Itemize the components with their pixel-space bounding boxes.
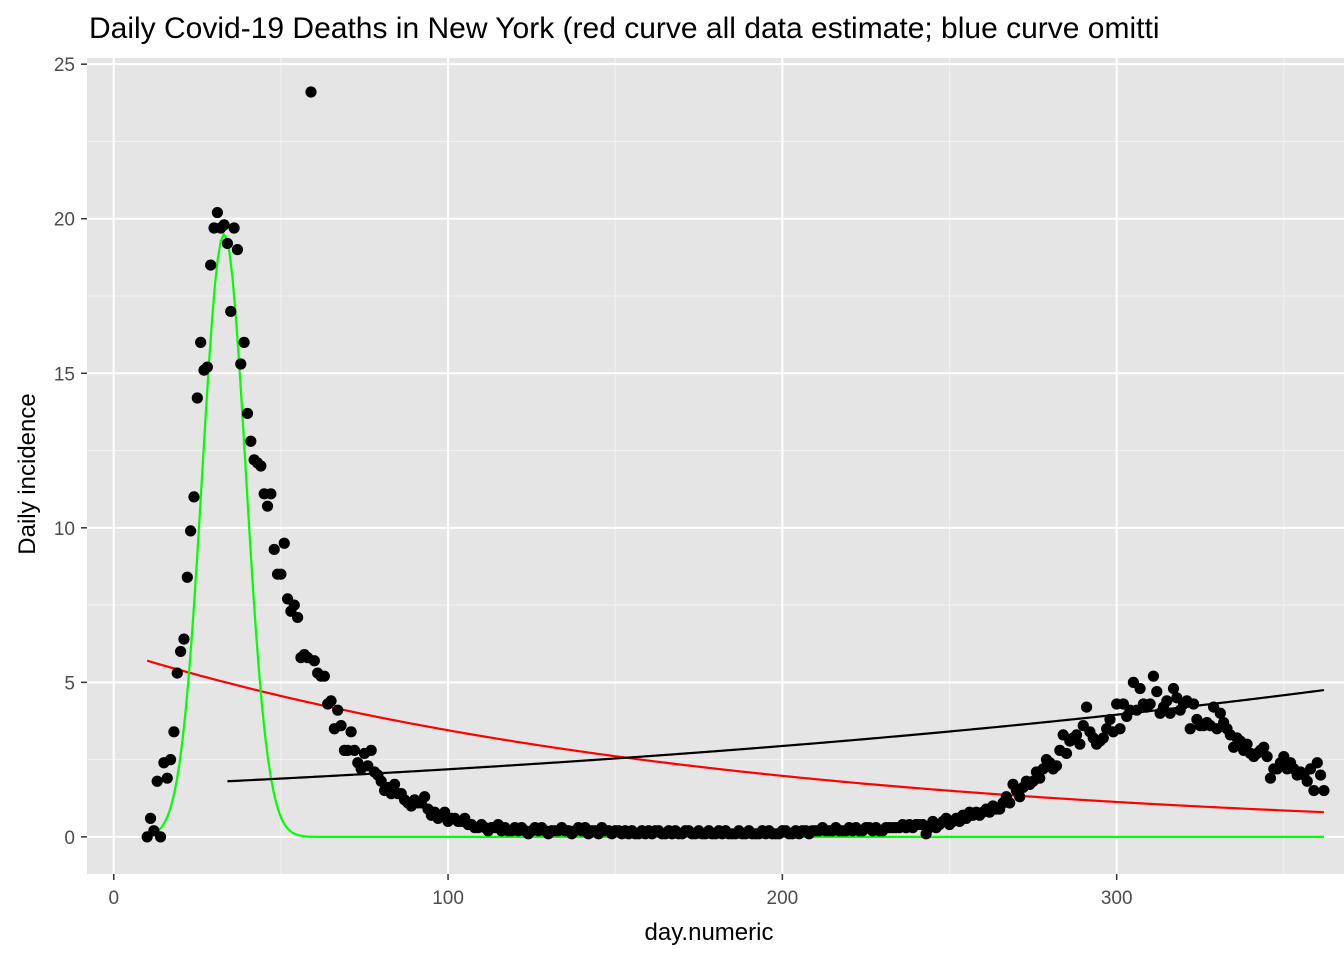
data-point [265, 488, 277, 500]
data-point [278, 537, 290, 549]
x-axis: 0 100 200 300 [108, 874, 1133, 909]
data-point [1164, 707, 1176, 719]
data-point [231, 244, 244, 256]
data-point [1070, 729, 1083, 741]
data-point [164, 754, 177, 766]
data-point [305, 86, 317, 98]
data-point [1151, 686, 1163, 698]
data-point [235, 358, 247, 370]
data-point [1074, 738, 1086, 750]
x-tick-label: 200 [767, 888, 799, 909]
panel-background [87, 58, 1344, 874]
data-point [255, 460, 267, 472]
data-point [1258, 741, 1270, 753]
y-tick-label: 15 [54, 364, 75, 385]
chart-title: Daily Covid-19 Deaths in New York (red c… [89, 12, 1159, 45]
data-point [308, 655, 320, 667]
data-point [195, 336, 207, 348]
data-point [1147, 670, 1160, 682]
data-point [218, 219, 230, 231]
data-point [191, 392, 203, 404]
data-point [1214, 707, 1226, 719]
data-point [1097, 732, 1109, 744]
data-point [1080, 701, 1093, 713]
grid-major [87, 58, 1344, 874]
plot-panel [87, 58, 1344, 874]
y-tick-label: 5 [64, 673, 75, 694]
data-point [1060, 747, 1073, 760]
data-point [345, 726, 357, 738]
data-point [419, 791, 431, 803]
data-point [1301, 775, 1313, 787]
data-point [1318, 784, 1330, 797]
data-point [335, 720, 347, 732]
data-point [168, 726, 180, 738]
data-point [1014, 791, 1026, 803]
data-point [1167, 682, 1180, 695]
data-point [1261, 750, 1273, 763]
data-point [185, 525, 197, 537]
data-point [1114, 723, 1126, 735]
y-axis: 0 5 10 15 20 25 [54, 55, 87, 849]
data-point [388, 778, 401, 790]
data-point [268, 543, 280, 556]
y-tick-label: 20 [54, 210, 75, 231]
data-point [225, 305, 237, 318]
data-point [211, 206, 223, 219]
data-point [221, 237, 234, 250]
data-point [188, 491, 200, 503]
data-point [1184, 723, 1196, 735]
data-point [228, 222, 240, 234]
y-tick-label: 0 [64, 828, 75, 849]
data-point [332, 704, 344, 716]
data-point [241, 407, 254, 420]
data-point [318, 670, 330, 682]
data-point [1034, 772, 1046, 784]
data-point [1241, 738, 1253, 750]
y-tick-label: 10 [54, 519, 75, 540]
data-point [175, 645, 187, 658]
data-point [161, 772, 173, 784]
data-point [288, 599, 300, 611]
data-point [178, 633, 190, 645]
data-point [201, 361, 213, 373]
x-tick-label: 100 [432, 888, 464, 909]
data-point [245, 435, 257, 447]
x-tick-label: 0 [108, 888, 119, 909]
data-points [141, 86, 1330, 843]
data-point [275, 568, 287, 580]
data-point [1308, 784, 1320, 797]
data-point [1311, 757, 1323, 769]
data-point [151, 775, 163, 787]
x-tick-label: 300 [1101, 888, 1133, 909]
y-axis-title: Daily incidence [14, 393, 41, 554]
data-point [171, 667, 183, 679]
data-point [238, 336, 250, 348]
data-point [1161, 695, 1173, 707]
data-point [292, 611, 304, 624]
data-point [1264, 772, 1277, 784]
data-point [261, 500, 274, 512]
data-point [1004, 797, 1016, 809]
x-axis-title: day.numeric [645, 919, 774, 946]
data-point [1144, 698, 1156, 710]
data-point [348, 744, 361, 756]
data-point [144, 812, 157, 824]
data-point [365, 744, 377, 756]
data-point [205, 259, 217, 271]
data-point [154, 831, 167, 843]
data-point [1050, 760, 1063, 772]
data-point [1134, 682, 1146, 695]
data-point [325, 695, 337, 707]
y-tick-label: 25 [54, 55, 75, 76]
data-point [1104, 713, 1116, 726]
data-point [181, 571, 193, 583]
data-point [1187, 698, 1200, 710]
data-point [1315, 769, 1327, 781]
